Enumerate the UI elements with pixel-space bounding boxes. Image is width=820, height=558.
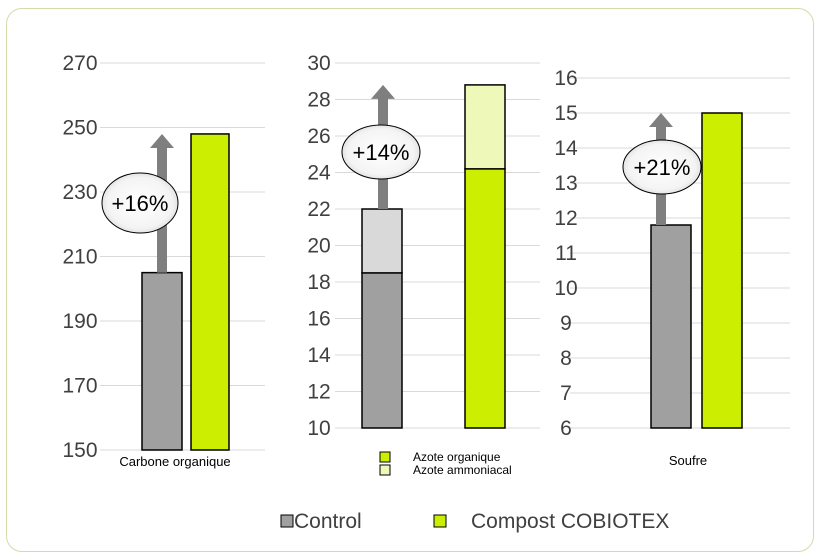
bar-control <box>141 271 183 451</box>
y-tick-label: 250 <box>62 117 97 140</box>
y-tick-label: 12 <box>307 381 330 404</box>
legend-swatch-compost <box>433 514 447 528</box>
legend-label-azote-ammoniacal: Azote ammoniacal <box>413 463 512 477</box>
growth-arrow-head <box>150 133 174 148</box>
y-tick-label: 170 <box>62 375 97 398</box>
y-tick-label: 20 <box>307 235 330 258</box>
legend-swatch-azote-ammoniacal <box>379 464 391 476</box>
y-tick-label: 16 <box>554 67 577 90</box>
y-tick-label: 12 <box>554 207 577 230</box>
y-tick-label: 210 <box>62 246 97 269</box>
chart-panel-1: 150 170 190 210 230 250 270 +16% <box>62 52 265 462</box>
growth-arrow-head <box>649 113 673 127</box>
annotation-ellipse <box>341 124 421 180</box>
y-tick-label: 230 <box>62 181 97 204</box>
y-tick-label: 22 <box>307 198 330 221</box>
bar-compost <box>701 112 743 429</box>
bar-compost-part-1 <box>464 168 506 429</box>
category-label-soufre: Soufre <box>669 453 707 468</box>
annotation-percent: +16% <box>112 191 169 216</box>
y-tick-label: 14 <box>554 137 578 160</box>
y-tick-label: 7 <box>560 382 572 405</box>
annotation-percent: +21% <box>634 155 691 180</box>
y-tick-label: 270 <box>62 52 97 75</box>
y-tick-label: 30 <box>307 52 330 75</box>
chart-panel-2: 10 12 14 16 18 20 22 24 26 28 30 +14% <box>307 52 540 440</box>
chart-panel-3: 6 7 8 9 10 11 12 13 14 15 16 +21% <box>554 67 790 440</box>
annotation-ellipse <box>622 139 702 195</box>
y-tick-label: 24 <box>307 162 331 185</box>
y-tick-label: 190 <box>62 310 97 333</box>
y-tick-label: 8 <box>560 347 572 370</box>
y-tick-label: 26 <box>307 125 330 148</box>
legend-label-control: Control <box>294 510 362 533</box>
legend-label-azote-organique: Azote organique <box>413 450 501 464</box>
y-tick-label: 10 <box>307 417 330 440</box>
bar-compost <box>190 133 230 451</box>
bar-control-part-1 <box>361 272 403 429</box>
y-tick-label: 18 <box>307 271 330 294</box>
legend-swatch-control <box>280 514 294 528</box>
y-tick-label: 10 <box>554 277 577 300</box>
y-tick-label: 6 <box>560 417 572 440</box>
annotation-percent: +14% <box>353 140 410 165</box>
y-tick-label: 16 <box>307 308 330 331</box>
legend-swatch-azote-organique <box>379 451 391 463</box>
y-tick-label: 11 <box>555 242 577 265</box>
growth-arrow-head <box>371 84 395 99</box>
y-tick-label: 15 <box>554 102 577 125</box>
y-tick-label: 28 <box>307 89 330 112</box>
y-tick-label: 9 <box>560 312 572 335</box>
y-tick-label: 14 <box>307 344 331 367</box>
y-tick-label: 150 <box>62 439 97 462</box>
bar-control <box>650 224 692 429</box>
bar-control-part-2 <box>361 208 403 274</box>
annotation-ellipse <box>101 172 179 234</box>
legend-label-compost: Compost COBIOTEX <box>471 510 669 533</box>
y-tick-label: 13 <box>554 172 577 195</box>
bar-compost-part-2 <box>464 84 506 170</box>
category-label-carbone: Carbone organique <box>119 454 230 469</box>
